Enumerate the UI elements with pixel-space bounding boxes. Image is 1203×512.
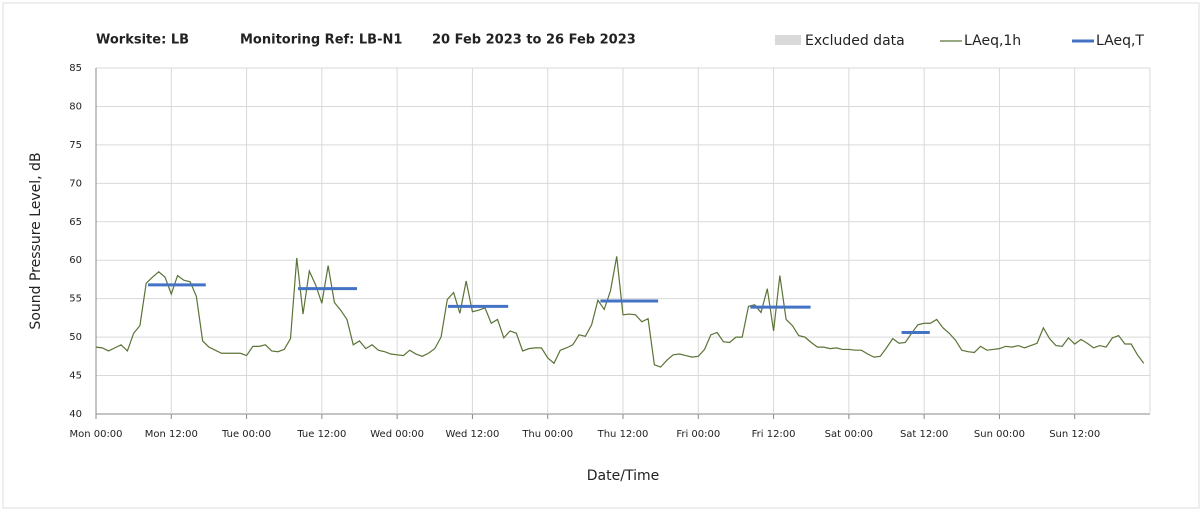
x-tick-label: Wed 00:00 [370,429,424,440]
x-tick-label: Sun 12:00 [1049,429,1100,440]
chart-title: Worksite: LB [96,33,189,48]
legend-swatch [775,35,801,45]
legend-label: Excluded data [805,33,905,49]
y-tick-label: 85 [69,63,82,74]
y-tick-label: 45 [69,371,82,382]
x-tick-label: Sat 00:00 [825,429,873,440]
y-tick-label: 55 [69,294,82,305]
chart-title: Monitoring Ref: LB-N1 [240,33,402,48]
line-series [95,256,1145,368]
x-tick-label: Mon 00:00 [69,429,122,440]
y-tick-label: 75 [69,140,82,151]
legend-label: LAeq,T [1096,33,1144,49]
x-tick-label: Fri 00:00 [676,429,720,440]
x-tick-label: Thu 00:00 [521,429,573,440]
x-axis-label: Date/Time [587,468,659,484]
x-tick-label: Mon 12:00 [145,429,198,440]
x-tick-label: Wed 12:00 [446,429,500,440]
legend-label: LAeq,1h [964,33,1021,49]
x-tick-label: Tue 12:00 [296,429,346,440]
y-tick-label: 50 [69,332,82,343]
y-axis-label: Sound Pressure Level, dB [28,152,44,329]
y-tick-label: 40 [69,409,82,420]
y-tick-label: 70 [69,178,82,189]
y-tick-label: 65 [69,217,82,228]
y-tick-label: 80 [69,101,82,112]
chart-title: 20 Feb 2023 to 26 Feb 2023 [432,33,636,48]
x-tick-label: Fri 12:00 [752,429,796,440]
x-tick-label: Tue 00:00 [221,429,271,440]
x-tick-label: Sun 00:00 [974,429,1025,440]
x-tick-label: Thu 12:00 [597,429,649,440]
x-tick-label: Sat 12:00 [900,429,948,440]
y-tick-label: 60 [69,255,82,266]
